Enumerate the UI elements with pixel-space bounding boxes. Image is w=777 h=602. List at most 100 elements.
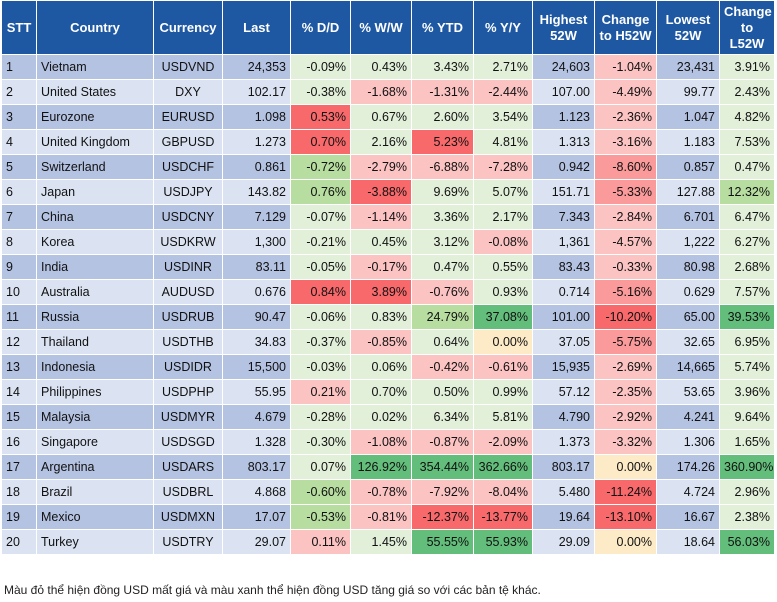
row-ytd: -7.92% xyxy=(411,479,474,505)
row-low: 1.183 xyxy=(656,129,720,155)
row-ww: 0.43% xyxy=(350,54,412,80)
row-country: Argentina xyxy=(36,454,154,480)
row-currency: EURUSD xyxy=(153,104,223,130)
row-dd: 0.84% xyxy=(290,279,351,305)
row-last: 83.11 xyxy=(222,254,291,280)
row-chh: -2.36% xyxy=(594,104,657,130)
row-dd: -0.07% xyxy=(290,204,351,230)
row-dd: 0.21% xyxy=(290,379,351,405)
row-low: 23,431 xyxy=(656,54,720,80)
row-ww: -0.81% xyxy=(350,504,412,530)
row-ww: -0.85% xyxy=(350,329,412,355)
row-stt: 8 xyxy=(1,229,37,255)
row-stt: 20 xyxy=(1,529,37,555)
row-country: Turkey xyxy=(36,529,154,555)
row-ww: 126.92% xyxy=(350,454,412,480)
row-chl: 2.43% xyxy=(719,79,775,105)
row-chl: 3.96% xyxy=(719,379,775,405)
row-ytd: -12.37% xyxy=(411,504,474,530)
row-country: Mexico xyxy=(36,504,154,530)
row-country: Eurozone xyxy=(36,104,154,130)
row-currency: USDBRL xyxy=(153,479,223,505)
row-yy: 5.81% xyxy=(473,404,533,430)
row-currency: USDMXN xyxy=(153,504,223,530)
row-low: 0.857 xyxy=(656,154,720,180)
table-row: 4 United Kingdom GBPUSD 1.273 0.70% 2.16% 5.23… xyxy=(1,129,775,155)
row-low: 4.724 xyxy=(656,479,720,505)
row-low: 1,222 xyxy=(656,229,720,255)
row-yy: 362.66% xyxy=(473,454,533,480)
row-last: 0.861 xyxy=(222,154,291,180)
row-stt: 3 xyxy=(1,104,37,130)
table-row: 20 Turkey USDTRY 29.07 0.11% 1.45% 55.55% 55.93… xyxy=(1,529,775,555)
row-currency: USDRUB xyxy=(153,304,223,330)
row-chl: 7.57% xyxy=(719,279,775,305)
row-ww: -0.17% xyxy=(350,254,412,280)
row-currency: AUDUSD xyxy=(153,279,223,305)
row-ww: -0.78% xyxy=(350,479,412,505)
row-high: 57.12 xyxy=(532,379,595,405)
row-stt: 10 xyxy=(1,279,37,305)
row-country: Indonesia xyxy=(36,354,154,380)
row-high: 1.373 xyxy=(532,429,595,455)
row-dd: -0.53% xyxy=(290,504,351,530)
row-country: India xyxy=(36,254,154,280)
row-stt: 19 xyxy=(1,504,37,530)
row-ytd: 0.50% xyxy=(411,379,474,405)
table-row: 5 Switzerland USDCHF 0.861 -0.72% -2.79% -6.88… xyxy=(1,154,775,180)
row-stt: 2 xyxy=(1,79,37,105)
row-chl: 2.96% xyxy=(719,479,775,505)
row-ww: 0.06% xyxy=(350,354,412,380)
row-yy: 2.17% xyxy=(473,204,533,230)
col-header-stt: STT xyxy=(1,0,37,55)
row-low: 0.629 xyxy=(656,279,720,305)
row-currency: USDCHF xyxy=(153,154,223,180)
row-currency: USDTRY xyxy=(153,529,223,555)
row-yy: -2.09% xyxy=(473,429,533,455)
row-low: 4.241 xyxy=(656,404,720,430)
table-row: 6 Japan USDJPY 143.82 0.76% -3.88% 9.69% 5.07% 1… xyxy=(1,179,775,205)
row-dd: -0.72% xyxy=(290,154,351,180)
row-chh: -2.35% xyxy=(594,379,657,405)
row-chh: -13.10% xyxy=(594,504,657,530)
col-header-currency: Currency xyxy=(153,0,223,55)
row-ytd: 3.43% xyxy=(411,54,474,80)
row-last: 7.129 xyxy=(222,204,291,230)
row-last: 1.273 xyxy=(222,129,291,155)
row-high: 4.790 xyxy=(532,404,595,430)
row-ytd: 0.64% xyxy=(411,329,474,355)
col-header-low52w: Lowest 52W xyxy=(656,0,720,55)
row-yy: 0.00% xyxy=(473,329,533,355)
row-yy: -7.28% xyxy=(473,154,533,180)
row-chl: 360.90% xyxy=(719,454,775,480)
row-ww: -1.08% xyxy=(350,429,412,455)
col-header-dd: % D/D xyxy=(290,0,351,55)
table-row: 11 Russia USDRUB 90.47 -0.06% 0.83% 24.79% 37.0… xyxy=(1,304,775,330)
row-high: 101.00 xyxy=(532,304,595,330)
row-chl: 2.38% xyxy=(719,504,775,530)
row-currency: USDMYR xyxy=(153,404,223,430)
row-last: 24,353 xyxy=(222,54,291,80)
row-stt: 12 xyxy=(1,329,37,355)
row-dd: -0.06% xyxy=(290,304,351,330)
row-last: 90.47 xyxy=(222,304,291,330)
row-ww: 0.02% xyxy=(350,404,412,430)
row-high: 15,935 xyxy=(532,354,595,380)
row-chl: 6.27% xyxy=(719,229,775,255)
row-ytd: 9.69% xyxy=(411,179,474,205)
row-last: 1.098 xyxy=(222,104,291,130)
col-header-last: Last xyxy=(222,0,291,55)
row-dd: 0.53% xyxy=(290,104,351,130)
row-yy: 5.07% xyxy=(473,179,533,205)
row-ytd: -0.76% xyxy=(411,279,474,305)
table-row: 15 Malaysia USDMYR 4.679 -0.28% 0.02% 6.34% 5.8… xyxy=(1,404,775,430)
col-header-yy: % Y/Y xyxy=(473,0,533,55)
row-chl: 6.47% xyxy=(719,204,775,230)
row-yy: 0.55% xyxy=(473,254,533,280)
row-ww: 0.67% xyxy=(350,104,412,130)
table-row: 19 Mexico USDMXN 17.07 -0.53% -0.81% -12.37% -1… xyxy=(1,504,775,530)
row-stt: 16 xyxy=(1,429,37,455)
row-yy: -13.77% xyxy=(473,504,533,530)
row-high: 37.05 xyxy=(532,329,595,355)
row-yy: 0.93% xyxy=(473,279,533,305)
